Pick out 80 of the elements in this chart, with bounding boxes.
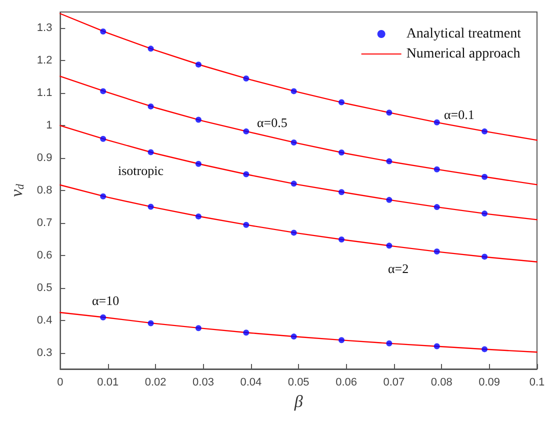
- y-tick-label: 0.5: [36, 282, 52, 294]
- point: [243, 222, 250, 228]
- y-tick-label: 0.6: [36, 249, 52, 262]
- x-tick-label: 0.05: [288, 376, 310, 388]
- point: [148, 46, 154, 52]
- point: [482, 174, 488, 180]
- point: [338, 150, 345, 156]
- point: [434, 343, 440, 350]
- point: [100, 314, 106, 320]
- point: [290, 180, 297, 187]
- annotation: α=0.1: [444, 107, 474, 122]
- y-tick-label: 0.3: [36, 346, 52, 359]
- x-tick-label: 0.09: [478, 376, 500, 388]
- y-tick-label: 1.1: [36, 87, 52, 100]
- x-axis-title: β: [293, 392, 304, 411]
- y-tick-label: 0.7: [36, 216, 52, 229]
- point: [243, 171, 250, 178]
- line-series: [60, 184, 538, 262]
- point: [100, 88, 106, 94]
- point: [434, 166, 440, 172]
- x-tick-label: 0.07: [383, 376, 405, 388]
- x-tick-label: 0.01: [97, 376, 119, 388]
- x-tick-label: 0.04: [240, 376, 262, 388]
- point: [148, 149, 154, 156]
- point: [243, 330, 250, 336]
- point: [482, 128, 488, 134]
- point: [148, 204, 154, 210]
- point: [482, 346, 488, 352]
- point: [195, 116, 202, 123]
- y-axis-title: vd: [7, 183, 26, 198]
- point: [434, 248, 440, 255]
- legend-label: Analytical treatment: [406, 26, 522, 42]
- point: [100, 193, 106, 200]
- point: [100, 28, 106, 34]
- x-tick-label: 0: [57, 376, 64, 388]
- point: [195, 160, 202, 167]
- point: [386, 110, 392, 116]
- annotation: α=10: [92, 293, 120, 308]
- y-tick-label: 0.8: [36, 184, 52, 196]
- annotation: α=2: [388, 261, 409, 276]
- point: [243, 76, 250, 82]
- point: [338, 236, 345, 243]
- x-tick-label: 0.08: [430, 376, 452, 388]
- y-tick-label: 1.3: [36, 22, 52, 34]
- legend-label: Numerical approach: [406, 46, 520, 62]
- x-tick-label: 0.06: [336, 376, 357, 388]
- point: [386, 340, 392, 346]
- y-tick-label: 1: [46, 120, 52, 132]
- line-series: [60, 312, 538, 353]
- point: [290, 88, 297, 94]
- point: [434, 119, 440, 126]
- point: [195, 213, 202, 220]
- point: [290, 139, 297, 146]
- y-tick-label: 0.4: [36, 314, 52, 326]
- point: [290, 334, 297, 340]
- point: [482, 210, 488, 217]
- point: [100, 136, 106, 142]
- point: [482, 254, 488, 260]
- y-tick-label: 1.2: [36, 54, 52, 67]
- point: [195, 325, 202, 332]
- point: [338, 189, 345, 196]
- point: [290, 230, 297, 236]
- line-series: [60, 76, 538, 186]
- point: [195, 62, 202, 68]
- point: [243, 128, 250, 134]
- x-tick-label: 0.03: [192, 376, 214, 388]
- point: [338, 99, 345, 106]
- point: [338, 337, 345, 344]
- annotation: α=0.5: [257, 115, 288, 130]
- annotation: isotropic: [118, 163, 164, 178]
- point: [434, 204, 440, 210]
- point: [148, 103, 154, 110]
- x-tick-label: 0.02: [144, 376, 166, 388]
- y-tick-label: 0.9: [36, 152, 52, 164]
- x-tick-label: 0.1: [529, 376, 545, 388]
- line-series: [60, 13, 538, 141]
- point: [386, 196, 392, 203]
- point: [386, 242, 392, 249]
- point: [148, 320, 154, 326]
- point: [386, 158, 392, 164]
